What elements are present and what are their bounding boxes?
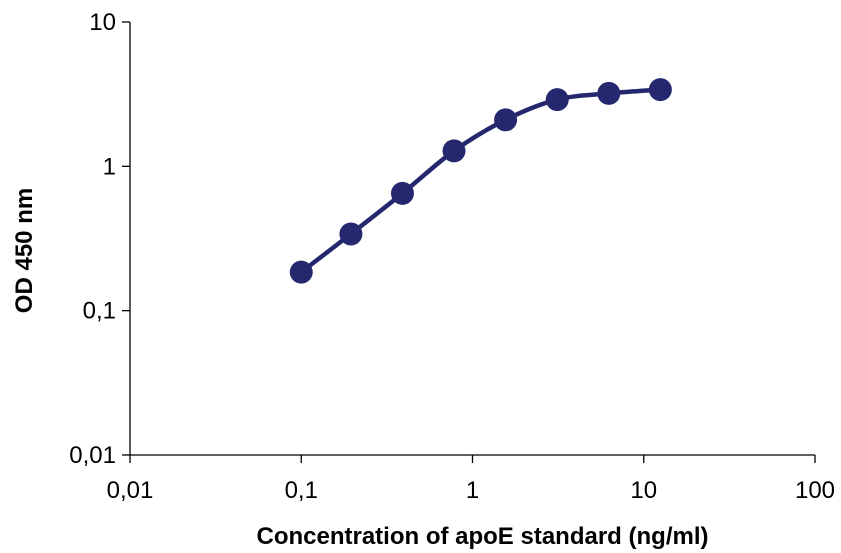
y-tick-label: 0,1 xyxy=(83,298,116,325)
data-point xyxy=(494,108,518,132)
y-tick-label: 1 xyxy=(103,153,116,180)
series-line xyxy=(299,87,661,274)
data-point xyxy=(597,81,621,105)
data-point xyxy=(339,222,363,246)
y-axis-title: OD 450 nm xyxy=(11,188,38,313)
x-tick-label: 0,1 xyxy=(285,477,318,504)
data-point xyxy=(289,260,313,284)
x-axis-title: Concentration of apoE standard (ng/ml) xyxy=(256,523,708,550)
y-tick-label: 0,01 xyxy=(69,442,116,469)
data-point xyxy=(648,78,672,102)
y-tick-label: 10 xyxy=(89,9,116,36)
axes: 0,01 0,1 1 10 0,01 0,1 1 10 100 xyxy=(69,9,835,504)
x-tick-label: 0,01 xyxy=(107,477,154,504)
data-point xyxy=(442,139,466,163)
series-layer xyxy=(289,78,672,284)
x-tick-label: 1 xyxy=(466,477,479,504)
x-tick-label: 100 xyxy=(795,477,835,504)
x-tick-label: 10 xyxy=(630,477,657,504)
data-point xyxy=(390,181,414,205)
data-point xyxy=(545,88,569,112)
